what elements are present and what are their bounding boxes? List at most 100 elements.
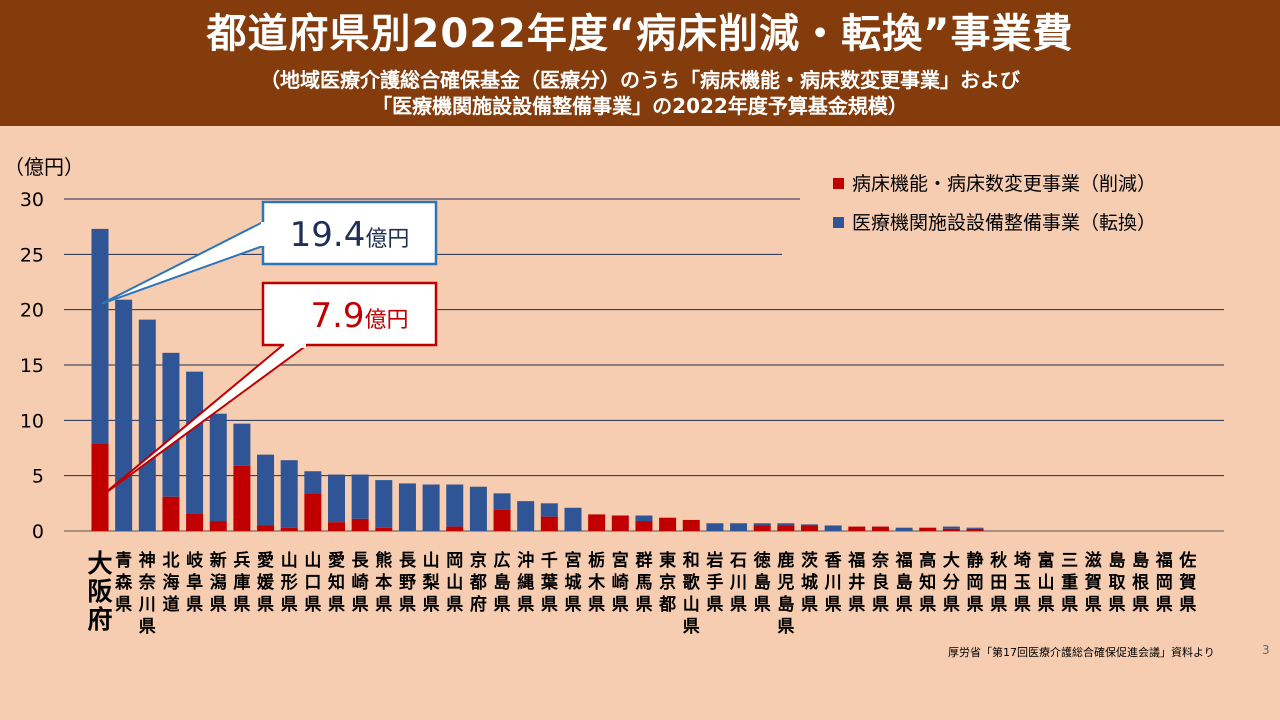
y-tick-label: 30 [20,189,44,211]
bar-conversion [730,523,748,531]
x-category-label: 秋田県 [990,550,1008,615]
bar-reduction [777,525,795,531]
bar-reduction [919,527,937,531]
bar-conversion [186,371,204,514]
chart-title: 都道府県別2022年度“病床削減・転換”事業費 [206,11,1074,57]
bar-conversion [91,228,109,444]
bar-reduction [753,525,771,531]
bar-reduction [848,526,866,531]
bar-reduction [257,525,275,531]
bar-reduction [942,528,960,531]
x-category-label: 福島県 [895,550,913,615]
x-category-label: 和歌山県 [683,551,701,636]
bar-reduction [186,513,204,531]
x-category-label: 徳島県 [753,550,771,615]
x-category-label: 鹿児島県 [776,550,794,636]
x-category-label: 千葉県 [540,551,559,615]
bar-reduction [635,521,653,531]
x-category-label: 栃木県 [587,550,606,615]
x-category-label: 東京都 [658,550,676,615]
bar-reduction [375,527,393,531]
bar-reduction [659,517,677,531]
bar-conversion [540,503,558,517]
x-category-label: 新潟県 [210,550,227,615]
bar-reduction [611,515,629,531]
x-category-label: 佐賀県 [1178,550,1196,615]
x-category-label: 京都府 [469,550,487,615]
bars [91,228,984,531]
bar-conversion [398,483,416,531]
bar-conversion [138,319,156,531]
bar-conversion [209,413,227,522]
bar-reduction [801,525,818,531]
bar-conversion [966,527,984,529]
x-category-label: 青森県 [115,550,133,615]
bar-conversion [801,524,818,526]
y-tick-label: 5 [32,466,44,488]
bar-conversion [446,484,464,527]
bar-conversion [280,460,298,528]
x-category-label: 静岡県 [967,550,984,615]
chart-subtitle-line2: 「医療機関施設設備整備事業」の2022年度予算基金規模） [372,94,908,118]
x-category-label: 沖縄県 [517,550,534,615]
bar-conversion [304,471,322,494]
x-category-label: 山形県 [281,551,298,615]
bar-conversion [162,352,180,497]
x-category-label: 茨城県 [801,550,818,615]
bar-reduction [280,527,298,531]
callout-value-reduction: 7.9億円 [310,296,408,336]
bar-conversion [493,493,511,510]
bar-conversion [942,526,960,529]
bar-reduction [209,521,227,531]
bar-conversion [564,507,582,531]
page-number: 3 [1262,643,1270,657]
x-category-label: 奈良県 [871,550,890,615]
x-category-label: 大分県 [943,550,960,615]
x-category-label: 福岡県 [1155,550,1173,615]
x-category-label: 島根県 [1132,550,1149,615]
bar-conversion [422,484,440,531]
bar-conversion [115,299,133,531]
bar-reduction [233,465,251,531]
x-category-label: 岡山県 [446,551,463,615]
bar-conversion [257,454,275,526]
legend-label-conversion: 医療機関施設設備整備事業（転換） [852,212,1156,234]
source-note: 厚労省「第17回医療介護総合確保促進会議」資料より [948,646,1215,659]
legend-swatch-conversion [833,217,844,228]
bar-reduction [493,509,511,531]
x-category-label: 山梨県 [422,551,441,615]
x-category-label: 高知県 [918,550,936,615]
x-category-label: 宮崎県 [612,550,629,615]
y-tick-label: 10 [20,410,44,432]
x-category-label: 長崎県 [352,551,370,615]
bar-reduction [162,496,180,531]
x-category-label: 愛知県 [327,550,345,615]
legend-label-reduction: 病床機能・病床数変更事業（削減） [852,173,1156,195]
bar-reduction [588,514,606,531]
x-category-label: 北海道 [162,551,179,615]
x-category-label: 長野県 [399,551,417,615]
legend-swatch-reduction [833,178,844,189]
bar-conversion [824,525,842,531]
bar-reduction [446,526,464,531]
bar-reduction [328,522,345,531]
callout-join-reduction [284,342,306,348]
bar-conversion [895,527,913,531]
bar-conversion [635,515,653,522]
x-category-label: 熊本県 [375,550,392,615]
x-category-label: 宮城県 [565,550,582,615]
callout-join-conversion [261,222,267,246]
x-category-label: 石川県 [729,551,747,615]
header-banner: 都道府県別2022年度“病床削減・転換”事業費 （地域医療介護総合確保基金（医療… [0,0,1280,126]
bar-conversion [328,474,345,523]
y-axis-ticks: （億円） 0 5 10 15 20 25 30 [4,155,84,543]
bar-conversion [351,474,369,519]
x-category-label: 香川県 [824,551,842,615]
callout-pointer-conversion [101,220,264,305]
x-category-label: 埼玉県 [1014,550,1031,615]
legend: 病床機能・病床数変更事業（削減） 医療機関施設設備整備事業（転換） [833,173,1156,234]
bar-reduction [304,493,322,531]
bar-reduction [540,516,558,531]
x-category-label: 愛媛県 [256,550,275,615]
